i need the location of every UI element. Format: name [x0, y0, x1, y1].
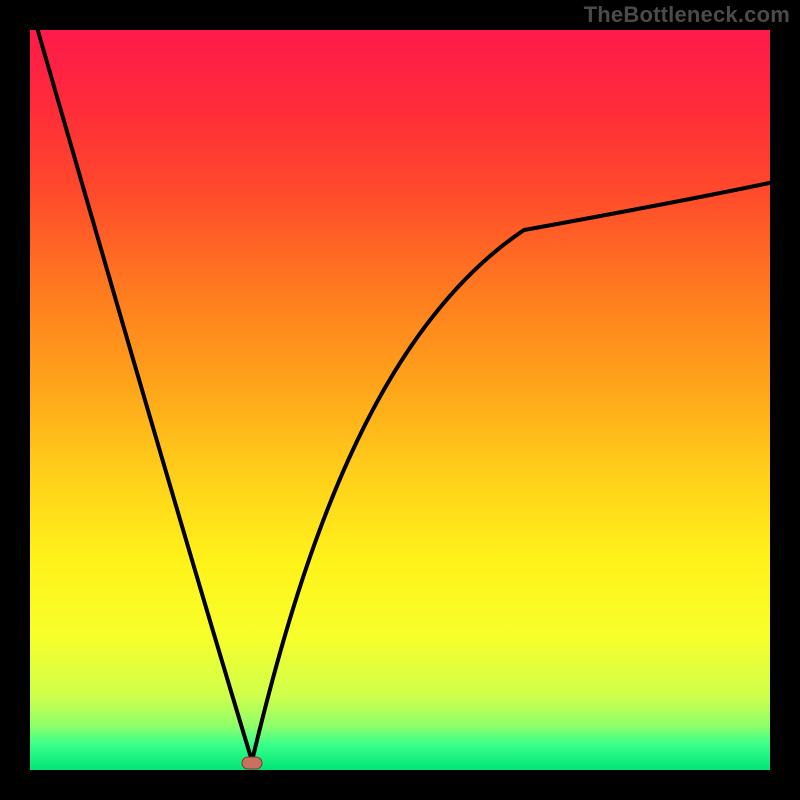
watermark-text: TheBottleneck.com [584, 2, 790, 28]
chart-stage: TheBottleneck.com [0, 0, 800, 800]
black-border [0, 0, 800, 800]
